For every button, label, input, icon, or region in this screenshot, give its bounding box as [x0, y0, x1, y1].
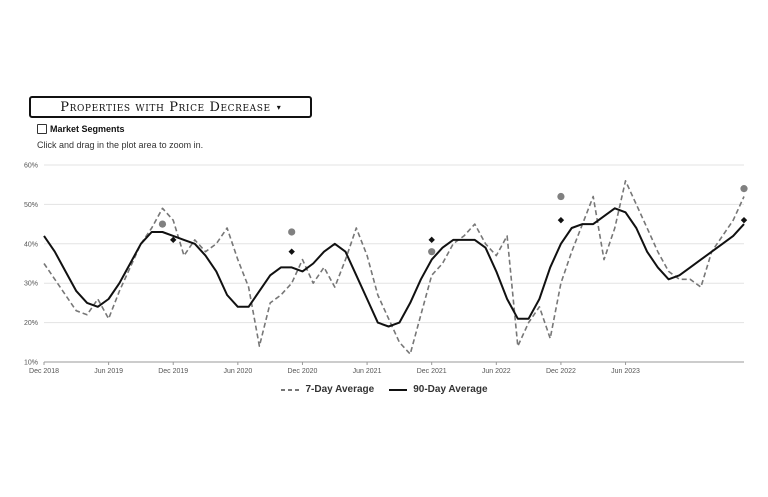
marker-7-day [288, 228, 296, 236]
series-90-day-line [43, 207, 745, 328]
y-axis: 10% 20% 30% 40% 50% 60% [24, 163, 38, 367]
solid-line-icon [389, 388, 408, 391]
y-tick-label: 60% [24, 163, 38, 170]
marker-90-day [428, 236, 435, 244]
x-tick-label: Jun 2023 [611, 368, 640, 375]
x-tick-label: Dec 2020 [287, 368, 317, 375]
y-tick-label: 20% [24, 320, 38, 327]
chevron-down-icon: ▾ [276, 102, 281, 112]
legend-label-90-day: 90-Day Average [413, 384, 488, 395]
x-axis: Dec 2018 Jun 2019 Dec 2019 Jun 2020 Dec 2020… [29, 361, 744, 375]
zoom-hint: Click and drag in the plot area to zoom … [37, 140, 204, 150]
marker-7-day [740, 185, 748, 193]
metric-dropdown[interactable]: Properties with Price Decrease ▾ [29, 96, 312, 118]
legend-item-7-day[interactable]: 7-Day Average [280, 384, 374, 395]
x-tick-label: Jun 2021 [353, 368, 382, 375]
marker-90-day [557, 216, 565, 224]
marker-90-day [170, 236, 177, 244]
marker-7-day [557, 192, 565, 201]
marker-7-day [158, 220, 167, 228]
legend: 7-Day Average 90-Day Average [0, 384, 768, 395]
y-tick-label: 50% [24, 202, 38, 209]
legend-item-90-day[interactable]: 90-Day Average [388, 384, 488, 395]
y-tick-label: 40% [24, 241, 38, 248]
series-7-day-line [43, 180, 745, 355]
metric-dropdown-label: Properties with Price Decrease [60, 99, 271, 115]
market-segments-checkbox[interactable] [37, 124, 47, 134]
x-tick-label: Jun 2022 [482, 368, 511, 375]
x-tick-label: Dec 2018 [29, 368, 59, 375]
line-chart[interactable]: 10%20%30%40%50%60% Dec 2018 Jun 2019 Dec 2… [0, 150, 768, 380]
x-tick-label: Dec 2019 [158, 368, 188, 375]
legend-label-7-day: 7-Day Average [305, 384, 375, 395]
marker-layer [158, 185, 748, 256]
marker-90-day [740, 216, 748, 224]
y-tick-label: 10% [24, 360, 38, 367]
x-tick-label: Dec 2021 [417, 368, 447, 375]
grid-lines [44, 164, 744, 363]
marker-7-day [428, 248, 436, 256]
market-segments-label: Market Segments [50, 124, 125, 134]
x-tick-label: Jun 2019 [94, 368, 123, 375]
market-segments-toggle[interactable]: Market Segments [37, 124, 125, 134]
dashed-line-icon [281, 388, 300, 391]
y-tick-label: 30% [24, 281, 38, 288]
x-tick-label: Jun 2020 [223, 368, 252, 375]
marker-90-day [288, 248, 295, 255]
series-layer [43, 180, 745, 355]
x-tick-label: Dec 2022 [546, 368, 576, 375]
